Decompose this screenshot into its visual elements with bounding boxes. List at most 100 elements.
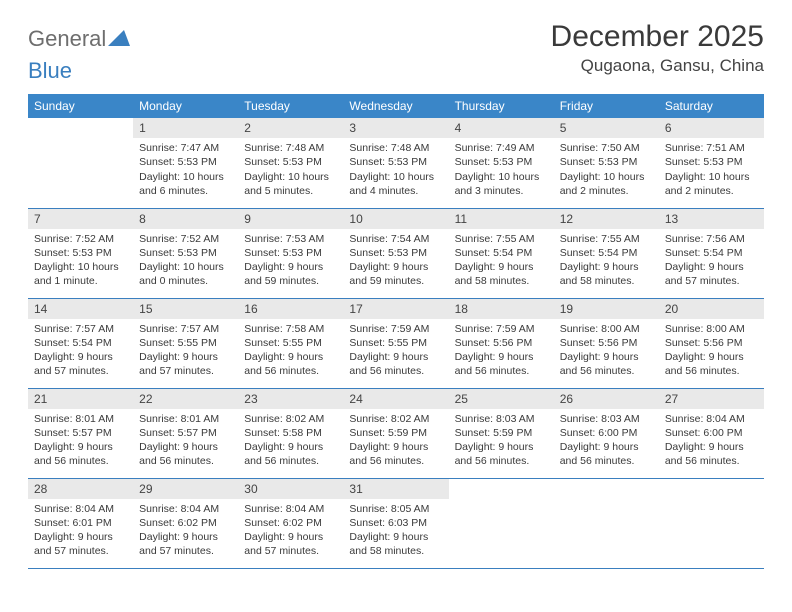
day-number: 17 bbox=[343, 299, 448, 319]
day-daylight: Daylight: 10 hours and 5 minutes. bbox=[244, 170, 337, 198]
day-sunrise: Sunrise: 7:52 AM bbox=[139, 232, 232, 246]
day-daylight: Daylight: 9 hours and 56 minutes. bbox=[665, 440, 758, 468]
day-content: Sunrise: 8:00 AMSunset: 5:56 PMDaylight:… bbox=[659, 319, 764, 383]
calendar-week-row: 28Sunrise: 8:04 AMSunset: 6:01 PMDayligh… bbox=[28, 478, 764, 568]
calendar-day-cell: 22Sunrise: 8:01 AMSunset: 5:57 PMDayligh… bbox=[133, 388, 238, 478]
day-number bbox=[554, 479, 659, 497]
day-content: Sunrise: 8:01 AMSunset: 5:57 PMDaylight:… bbox=[133, 409, 238, 473]
day-content: Sunrise: 7:53 AMSunset: 5:53 PMDaylight:… bbox=[238, 229, 343, 293]
day-content: Sunrise: 7:55 AMSunset: 5:54 PMDaylight:… bbox=[449, 229, 554, 293]
day-daylight: Daylight: 10 hours and 2 minutes. bbox=[560, 170, 653, 198]
calendar-day-cell: 7Sunrise: 7:52 AMSunset: 5:53 PMDaylight… bbox=[28, 208, 133, 298]
day-number: 9 bbox=[238, 209, 343, 229]
day-sunrise: Sunrise: 7:58 AM bbox=[244, 322, 337, 336]
day-content: Sunrise: 7:58 AMSunset: 5:55 PMDaylight:… bbox=[238, 319, 343, 383]
weekday-header: Tuesday bbox=[238, 94, 343, 118]
day-sunset: Sunset: 5:53 PM bbox=[349, 155, 442, 169]
calendar-day-cell: 6Sunrise: 7:51 AMSunset: 5:53 PMDaylight… bbox=[659, 118, 764, 208]
day-number: 2 bbox=[238, 118, 343, 138]
day-content: Sunrise: 7:59 AMSunset: 5:55 PMDaylight:… bbox=[343, 319, 448, 383]
calendar-table: Sunday Monday Tuesday Wednesday Thursday… bbox=[28, 94, 764, 569]
day-daylight: Daylight: 9 hours and 58 minutes. bbox=[560, 260, 653, 288]
day-number: 18 bbox=[449, 299, 554, 319]
day-sunrise: Sunrise: 7:59 AM bbox=[349, 322, 442, 336]
calendar-day-cell: 16Sunrise: 7:58 AMSunset: 5:55 PMDayligh… bbox=[238, 298, 343, 388]
day-content: Sunrise: 8:03 AMSunset: 6:00 PMDaylight:… bbox=[554, 409, 659, 473]
day-content: Sunrise: 7:49 AMSunset: 5:53 PMDaylight:… bbox=[449, 138, 554, 202]
calendar-day-cell: 26Sunrise: 8:03 AMSunset: 6:00 PMDayligh… bbox=[554, 388, 659, 478]
day-number: 21 bbox=[28, 389, 133, 409]
day-daylight: Daylight: 9 hours and 58 minutes. bbox=[455, 260, 548, 288]
day-sunrise: Sunrise: 7:55 AM bbox=[560, 232, 653, 246]
day-sunrise: Sunrise: 7:54 AM bbox=[349, 232, 442, 246]
weekday-header-row: Sunday Monday Tuesday Wednesday Thursday… bbox=[28, 94, 764, 118]
day-daylight: Daylight: 9 hours and 56 minutes. bbox=[455, 440, 548, 468]
day-sunrise: Sunrise: 7:47 AM bbox=[139, 141, 232, 155]
day-sunrise: Sunrise: 7:59 AM bbox=[455, 322, 548, 336]
day-sunset: Sunset: 5:53 PM bbox=[139, 246, 232, 260]
day-daylight: Daylight: 10 hours and 0 minutes. bbox=[139, 260, 232, 288]
day-content: Sunrise: 8:04 AMSunset: 6:01 PMDaylight:… bbox=[28, 499, 133, 563]
day-content: Sunrise: 8:04 AMSunset: 6:00 PMDaylight:… bbox=[659, 409, 764, 473]
day-sunset: Sunset: 6:00 PM bbox=[560, 426, 653, 440]
day-sunset: Sunset: 6:03 PM bbox=[349, 516, 442, 530]
calendar-day-cell: 20Sunrise: 8:00 AMSunset: 5:56 PMDayligh… bbox=[659, 298, 764, 388]
day-sunset: Sunset: 6:02 PM bbox=[244, 516, 337, 530]
day-daylight: Daylight: 9 hours and 56 minutes. bbox=[139, 440, 232, 468]
day-daylight: Daylight: 9 hours and 59 minutes. bbox=[244, 260, 337, 288]
day-sunset: Sunset: 5:55 PM bbox=[244, 336, 337, 350]
day-sunset: Sunset: 5:55 PM bbox=[349, 336, 442, 350]
day-sunrise: Sunrise: 7:48 AM bbox=[244, 141, 337, 155]
day-sunset: Sunset: 6:01 PM bbox=[34, 516, 127, 530]
day-sunrise: Sunrise: 8:02 AM bbox=[349, 412, 442, 426]
day-number: 4 bbox=[449, 118, 554, 138]
day-daylight: Daylight: 9 hours and 57 minutes. bbox=[665, 260, 758, 288]
day-sunset: Sunset: 6:02 PM bbox=[139, 516, 232, 530]
calendar-day-cell: 18Sunrise: 7:59 AMSunset: 5:56 PMDayligh… bbox=[449, 298, 554, 388]
day-sunset: Sunset: 5:53 PM bbox=[139, 155, 232, 169]
day-sunset: Sunset: 5:53 PM bbox=[244, 246, 337, 260]
calendar-day-cell: 5Sunrise: 7:50 AMSunset: 5:53 PMDaylight… bbox=[554, 118, 659, 208]
calendar-day-cell bbox=[659, 478, 764, 568]
day-content: Sunrise: 7:47 AMSunset: 5:53 PMDaylight:… bbox=[133, 138, 238, 202]
day-content: Sunrise: 7:52 AMSunset: 5:53 PMDaylight:… bbox=[133, 229, 238, 293]
day-sunrise: Sunrise: 8:03 AM bbox=[560, 412, 653, 426]
title-block: December 2025 Qugaona, Gansu, China bbox=[551, 20, 764, 76]
day-number: 15 bbox=[133, 299, 238, 319]
day-sunset: Sunset: 5:54 PM bbox=[34, 336, 127, 350]
logo: General bbox=[28, 26, 130, 52]
day-sunset: Sunset: 5:54 PM bbox=[455, 246, 548, 260]
day-content: Sunrise: 8:02 AMSunset: 5:58 PMDaylight:… bbox=[238, 409, 343, 473]
weekday-header: Friday bbox=[554, 94, 659, 118]
day-number: 23 bbox=[238, 389, 343, 409]
weekday-header: Wednesday bbox=[343, 94, 448, 118]
day-sunset: Sunset: 5:53 PM bbox=[244, 155, 337, 169]
day-sunrise: Sunrise: 7:50 AM bbox=[560, 141, 653, 155]
day-sunrise: Sunrise: 8:01 AM bbox=[139, 412, 232, 426]
day-number: 28 bbox=[28, 479, 133, 499]
day-sunrise: Sunrise: 8:04 AM bbox=[34, 502, 127, 516]
calendar-day-cell: 12Sunrise: 7:55 AMSunset: 5:54 PMDayligh… bbox=[554, 208, 659, 298]
day-sunrise: Sunrise: 7:49 AM bbox=[455, 141, 548, 155]
day-daylight: Daylight: 9 hours and 57 minutes. bbox=[34, 530, 127, 558]
day-sunrise: Sunrise: 8:00 AM bbox=[560, 322, 653, 336]
day-sunrise: Sunrise: 7:52 AM bbox=[34, 232, 127, 246]
day-sunset: Sunset: 5:59 PM bbox=[455, 426, 548, 440]
day-sunset: Sunset: 5:55 PM bbox=[139, 336, 232, 350]
weekday-header: Thursday bbox=[449, 94, 554, 118]
logo-text-general: General bbox=[28, 26, 106, 52]
calendar-day-cell: 9Sunrise: 7:53 AMSunset: 5:53 PMDaylight… bbox=[238, 208, 343, 298]
day-daylight: Daylight: 9 hours and 56 minutes. bbox=[560, 440, 653, 468]
day-content: Sunrise: 7:59 AMSunset: 5:56 PMDaylight:… bbox=[449, 319, 554, 383]
day-daylight: Daylight: 9 hours and 57 minutes. bbox=[34, 350, 127, 378]
day-sunrise: Sunrise: 7:55 AM bbox=[455, 232, 548, 246]
day-daylight: Daylight: 10 hours and 1 minute. bbox=[34, 260, 127, 288]
day-daylight: Daylight: 10 hours and 3 minutes. bbox=[455, 170, 548, 198]
day-daylight: Daylight: 9 hours and 56 minutes. bbox=[560, 350, 653, 378]
calendar-day-cell: 25Sunrise: 8:03 AMSunset: 5:59 PMDayligh… bbox=[449, 388, 554, 478]
day-content: Sunrise: 7:50 AMSunset: 5:53 PMDaylight:… bbox=[554, 138, 659, 202]
day-sunset: Sunset: 5:56 PM bbox=[665, 336, 758, 350]
day-sunrise: Sunrise: 7:57 AM bbox=[139, 322, 232, 336]
day-number: 22 bbox=[133, 389, 238, 409]
calendar-day-cell: 10Sunrise: 7:54 AMSunset: 5:53 PMDayligh… bbox=[343, 208, 448, 298]
